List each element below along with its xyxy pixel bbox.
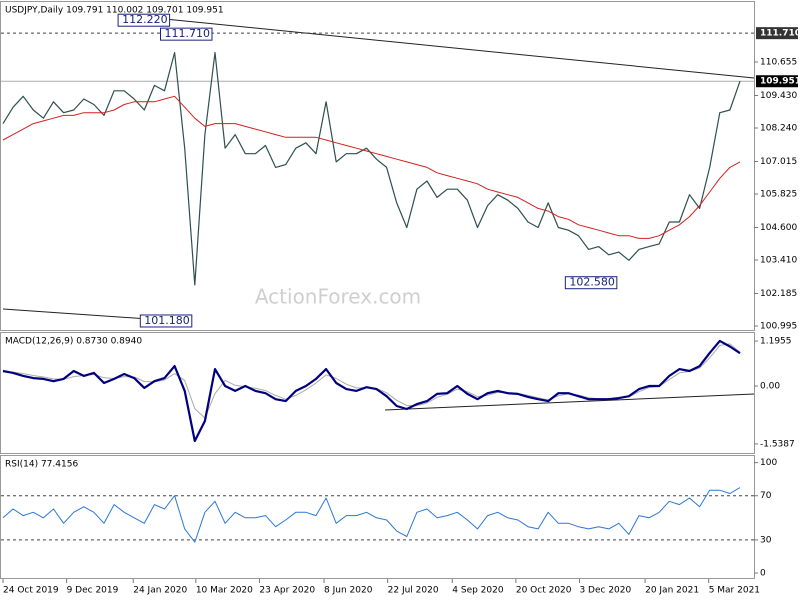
x-tick-label: 8 Jun 2020 xyxy=(324,586,373,596)
x-tick-label: 5 Mar 2021 xyxy=(709,586,760,596)
y-tick-label: 100.995 xyxy=(760,322,797,332)
series-line xyxy=(2,51,741,286)
macd-frame xyxy=(0,332,755,454)
y-tick-label: 100 xyxy=(760,458,777,468)
annotation-box xyxy=(139,314,193,328)
annotation-label: 112.220 xyxy=(122,13,168,26)
x-tick-label: 20 Oct 2020 xyxy=(516,586,572,596)
y-tick-label: 105.825 xyxy=(760,190,797,200)
y-tick-label: 70 xyxy=(760,491,772,501)
x-tick-label: 20 Jan 2021 xyxy=(645,586,699,596)
price-frame xyxy=(0,1,755,331)
x-tick-label: 9 Dec 2019 xyxy=(67,586,119,596)
x-tick-label: 24 Oct 2019 xyxy=(3,586,59,596)
y-tick-label: 30 xyxy=(760,535,772,545)
y-tick-label: 107.015 xyxy=(760,157,797,167)
y-tick-label: 110.655 xyxy=(760,57,797,67)
y-tick-label: 0 xyxy=(760,569,766,579)
annotation-box xyxy=(564,276,618,290)
level-label: 111.710 xyxy=(760,29,800,39)
y-tick-label: -1.5387 xyxy=(760,439,795,449)
level-label: 109.951 xyxy=(760,77,800,87)
x-tick-label: 4 Sep 2020 xyxy=(452,586,504,596)
y-tick-label: 109.430 xyxy=(760,91,797,101)
y-tick-label: 108.240 xyxy=(760,124,797,134)
panel-title: MACD(12,26,9) 0.8730 0.8940 xyxy=(5,337,142,347)
y-tick-label: 103.410 xyxy=(760,256,797,266)
annotation-label: 111.710 xyxy=(164,27,210,40)
y-tick-label: 104.600 xyxy=(760,223,797,233)
annotation-label: 102.580 xyxy=(569,276,615,289)
x-tick-label: 23 Apr 2020 xyxy=(259,586,315,596)
annotation-box xyxy=(117,13,171,27)
y-tick-label: 1.1955 xyxy=(760,337,792,347)
x-tick-label: 10 Mar 2020 xyxy=(196,586,253,596)
series-line xyxy=(2,95,741,239)
level-label-box xyxy=(756,27,798,40)
level-label-box xyxy=(756,75,798,88)
rsi-frame xyxy=(0,455,755,579)
panel-title: RSI(14) 77.4156 xyxy=(5,460,78,470)
trend-line xyxy=(384,393,755,411)
watermark: ActionForex.com xyxy=(255,285,421,309)
annotation-label: 101.180 xyxy=(144,314,190,327)
x-tick-label: 3 Dec 2020 xyxy=(579,586,631,596)
series-line xyxy=(2,339,741,443)
x-tick-label: 22 Jul 2020 xyxy=(388,586,439,596)
y-tick-label: 0.00 xyxy=(760,382,780,392)
trend-line xyxy=(164,18,755,79)
x-tick-label: 24 Jan 2020 xyxy=(133,586,187,596)
panel-title: USDJPY,Daily 109.791 110.002 109.701 109… xyxy=(5,6,224,16)
annotation-box xyxy=(159,27,213,41)
y-tick-label: 102.185 xyxy=(760,289,797,299)
series-line xyxy=(2,487,741,543)
